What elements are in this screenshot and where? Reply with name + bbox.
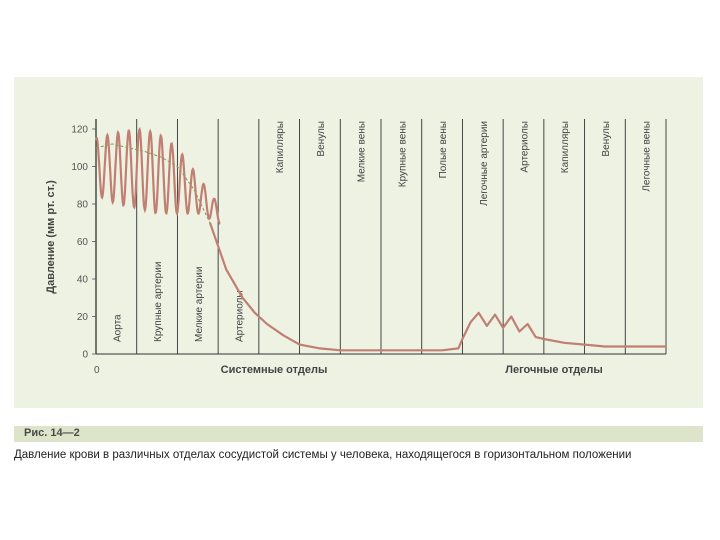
y-tick-label: 40 [77, 275, 89, 286]
y-axis-ticks: 120 100 80 60 40 20 0 [71, 125, 96, 361]
pulse-pressure-curve [94, 126, 221, 225]
segment-label: Крупные вены [397, 121, 408, 187]
segment-label: Капилляры [560, 121, 571, 173]
segment-label: Мелкие вены [357, 121, 368, 182]
segment-label: Полые вены [438, 121, 449, 178]
figure-number: Рис. 14—2 [24, 427, 80, 439]
segment-label: Венулы [601, 121, 612, 157]
y-axis-label: Давление (мм рт. ст.) [45, 180, 57, 294]
figure-panel: 120 100 80 60 40 20 0 Давление (мм рт. ст.) 0 … [14, 77, 703, 408]
segment-label: Артериолы [520, 121, 531, 173]
figure-caption: Давление крови в различных отделах сосуд… [14, 449, 632, 461]
group-label-systemic: Системные отделы [221, 364, 328, 376]
segment-label: Капилляры [275, 121, 286, 173]
y-tick-label: 20 [77, 312, 89, 323]
y-tick-label: 100 [71, 162, 88, 173]
y-tick-label: 80 [77, 200, 89, 211]
caption-bar: Рис. 14—2 [14, 426, 703, 442]
segment-label: Венулы [316, 121, 327, 157]
y-tick-label: 60 [77, 237, 89, 248]
segment-label: Мелкие артерии [194, 267, 205, 342]
segment-label: Легочные вены [642, 121, 653, 192]
segment-label: Аорта [112, 314, 123, 342]
y-tick-label: 0 [82, 350, 88, 361]
segment-label: Крупные артерии [153, 262, 164, 342]
pressure-curve [208, 222, 666, 352]
segment-separators [95, 119, 667, 355]
group-label-pulmonary: Легочные отделы [505, 364, 603, 376]
x-origin-label: 0 [94, 365, 100, 376]
segment-label: Артериолы [235, 290, 246, 342]
y-tick-label: 120 [71, 125, 88, 136]
segment-labels: Аорта Крупные артерии Мелкие артерии Артери… [112, 121, 652, 342]
segment-label: Легочные артерии [479, 121, 490, 206]
curves [94, 126, 666, 352]
